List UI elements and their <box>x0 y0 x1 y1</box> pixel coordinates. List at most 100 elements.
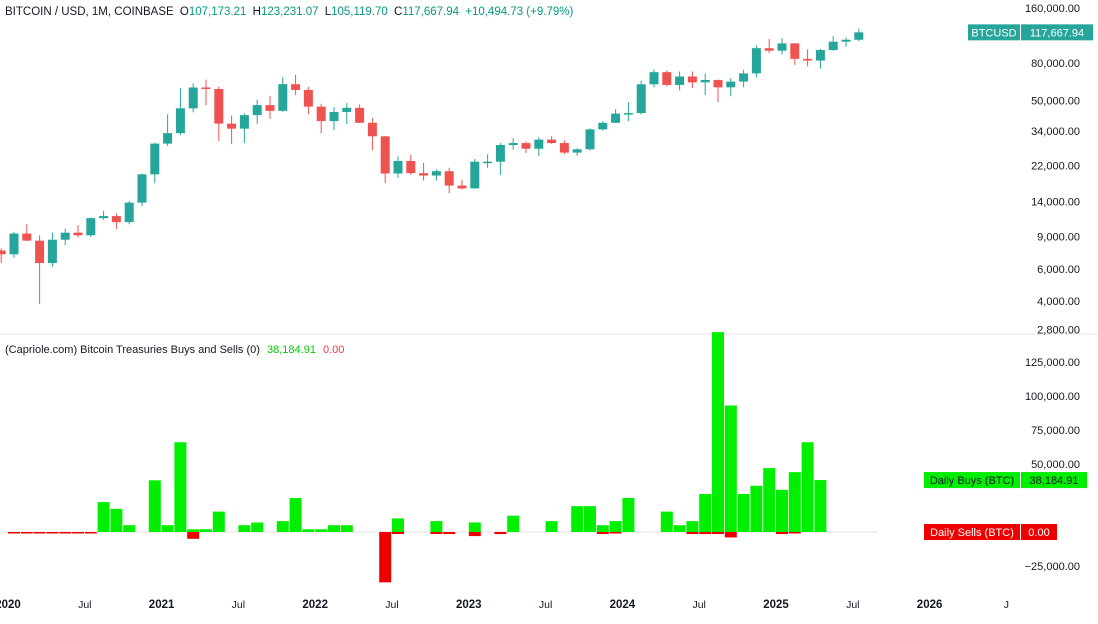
buy-bar <box>468 522 481 532</box>
indicator-sells-value: 0.00 <box>323 344 345 356</box>
price-axis-tick: 160,000.00 <box>1025 3 1080 15</box>
close-value: 117,667.94 <box>402 6 460 18</box>
buy-bar <box>276 521 289 532</box>
candle-body <box>137 174 147 203</box>
buy-bar <box>97 502 110 532</box>
open-value: 107,173.21 <box>188 6 247 18</box>
buy-bar <box>814 480 827 532</box>
buy-bar <box>340 525 353 532</box>
flow-axis-tick: 75,000.00 <box>1031 425 1080 437</box>
time-axis-label: 2026 <box>917 599 943 611</box>
price-axis-tick: 6,000.00 <box>1037 264 1080 276</box>
candle-body <box>60 232 70 240</box>
buy-bar <box>712 332 724 532</box>
buy-bar <box>315 529 328 532</box>
sell-bar <box>46 532 59 534</box>
buy-bar <box>148 480 161 532</box>
candle-body <box>521 143 531 149</box>
sell-bar <box>8 532 20 534</box>
sell-bar <box>33 532 46 534</box>
buy-bar <box>737 493 750 532</box>
buys-value: 38,184.91 <box>1030 475 1079 487</box>
sell-bar <box>20 532 33 534</box>
candle-body <box>585 129 595 150</box>
candle-body <box>227 123 237 129</box>
candle-body <box>35 240 45 264</box>
candle-body <box>329 111 339 122</box>
candle-body <box>367 122 377 137</box>
high-value: 123,231.07 <box>260 6 319 18</box>
time-axis-label: 2025 <box>763 599 789 611</box>
sell-bar <box>788 532 801 534</box>
candle-body <box>252 105 262 116</box>
last-price-value: 117,667.94 <box>1030 27 1084 39</box>
high-label: H <box>252 6 261 18</box>
sell-bar <box>596 532 609 535</box>
candle-body <box>291 84 301 90</box>
buy-bar <box>763 468 776 532</box>
candle-body <box>611 113 621 123</box>
sells-value: 0.00 <box>1028 527 1049 539</box>
candle-body <box>508 143 518 145</box>
candle-body <box>534 139 544 149</box>
sell-bar <box>379 532 392 583</box>
buy-bar <box>392 518 404 532</box>
open-label: O <box>179 6 189 18</box>
indicator-title[interactable]: (Capriole.com) Bitcoin Treasuries Buys a… <box>5 344 260 356</box>
buy-bar <box>161 525 174 532</box>
candle-body <box>623 113 633 115</box>
candle-body <box>431 171 441 176</box>
sell-bar <box>392 532 404 535</box>
flow-axis-tick: 125,000.00 <box>1025 357 1080 369</box>
buy-bar <box>609 521 622 532</box>
low-value: 105,119.70 <box>331 6 388 18</box>
candle-body <box>188 87 198 109</box>
candle-body <box>739 73 749 82</box>
candle-body <box>342 107 352 112</box>
candle-body <box>764 48 774 51</box>
symbol-header: BITCOIN / USD, 1M, COINBASE O107,173.21 … <box>5 6 576 18</box>
buy-bar <box>430 521 443 532</box>
candle-body <box>99 216 109 219</box>
time-axis-label: 2024 <box>610 599 636 611</box>
candle-body <box>201 87 211 89</box>
sells-label: Daily Sells (BTC) <box>930 527 1014 539</box>
candle-body <box>419 173 429 176</box>
candle-body <box>239 115 249 129</box>
sell-bar <box>712 532 724 535</box>
candle-body <box>662 72 672 85</box>
time-axis-label: 2022 <box>302 599 328 611</box>
candle-body <box>393 161 403 174</box>
flow-axis-tick: −25,000.00 <box>1025 561 1080 573</box>
time-axis-label: Jul <box>539 599 552 611</box>
candle-body <box>457 185 467 189</box>
candle-body <box>598 122 608 130</box>
symbol-title[interactable]: BITCOIN / USD, 1M, COINBASE <box>5 6 174 18</box>
candle-body <box>380 136 390 174</box>
candle-body <box>841 39 851 42</box>
buy-bar <box>571 506 584 532</box>
buy-bar <box>686 521 699 532</box>
sell-bar <box>776 532 788 535</box>
time-axis-label: Jul <box>846 599 859 611</box>
buy-bar <box>174 442 187 532</box>
sell-bar <box>59 532 72 534</box>
sell-bar <box>430 532 443 535</box>
candle-body <box>175 108 185 134</box>
candle-body <box>355 107 365 123</box>
buy-bar <box>622 498 635 532</box>
time-axis-label: 2023 <box>456 599 482 611</box>
buy-bar <box>251 522 264 532</box>
buys-label: Daily Buys (BTC) <box>930 475 1014 487</box>
candle-body <box>22 233 32 241</box>
price-axis-tick: 34,000.00 <box>1031 126 1080 138</box>
candle-body <box>790 43 800 59</box>
time-axis-label: Jul <box>385 599 398 611</box>
candle-body <box>111 216 121 223</box>
sell-bar <box>84 532 97 534</box>
buy-bar <box>187 529 200 532</box>
last-price-symbol-badge <box>968 24 1020 41</box>
buy-bar <box>212 511 225 532</box>
sell-bar <box>609 532 622 534</box>
